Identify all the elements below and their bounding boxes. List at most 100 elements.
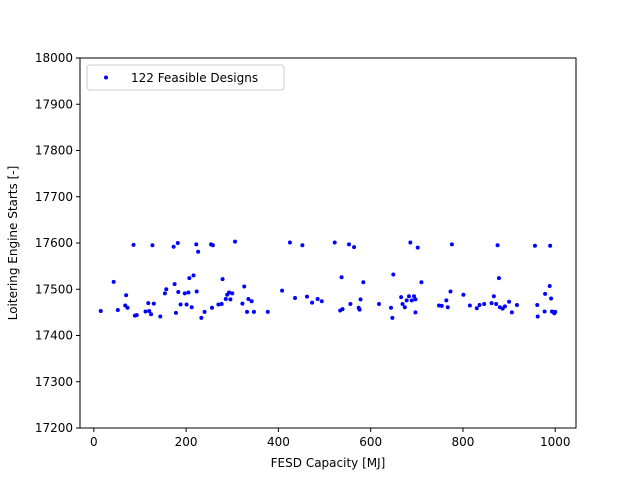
- data-point: [402, 305, 407, 310]
- y-tick-label: 17700: [35, 190, 73, 204]
- x-axis-ticks: 0 200 400 600 800 1000: [90, 428, 571, 449]
- data-point: [194, 289, 199, 294]
- data-point: [178, 302, 183, 307]
- data-point: [125, 305, 130, 310]
- data-point: [172, 282, 177, 287]
- data-point: [461, 292, 466, 297]
- data-point: [502, 304, 507, 309]
- data-point: [509, 310, 514, 315]
- data-point: [287, 240, 292, 245]
- x-tick-label: 0: [90, 435, 98, 449]
- y-tick-label: 17500: [35, 282, 73, 296]
- data-point: [535, 314, 540, 319]
- data-point: [216, 302, 221, 307]
- data-point: [376, 302, 381, 307]
- data-point: [210, 243, 215, 248]
- data-point: [219, 302, 224, 307]
- data-point: [300, 243, 305, 248]
- data-point: [305, 294, 310, 299]
- data-point: [547, 284, 552, 289]
- data-point: [548, 243, 553, 248]
- data-point: [467, 303, 472, 308]
- data-point: [310, 300, 315, 305]
- data-point: [184, 302, 189, 307]
- data-point: [412, 294, 417, 299]
- y-tick-label: 17400: [35, 329, 73, 343]
- data-point: [227, 290, 232, 295]
- data-point: [209, 305, 214, 310]
- y-tick-label: 17600: [35, 236, 73, 250]
- data-point: [111, 279, 116, 284]
- data-point: [150, 243, 155, 248]
- data-point: [444, 298, 449, 303]
- data-point: [339, 275, 344, 280]
- data-point: [251, 309, 256, 314]
- data-point: [507, 299, 512, 304]
- data-point: [553, 309, 558, 314]
- data-point: [514, 302, 519, 307]
- data-point: [124, 293, 129, 298]
- data-point: [439, 303, 444, 308]
- data-point: [149, 312, 154, 317]
- legend-marker: [104, 75, 108, 80]
- data-point: [408, 240, 413, 245]
- data-point: [315, 296, 320, 301]
- plot-frame: [79, 57, 577, 429]
- data-point: [196, 249, 201, 254]
- data-point: [164, 287, 169, 292]
- y-tick-label: 17300: [35, 375, 73, 389]
- data-point: [482, 302, 487, 307]
- data-point: [171, 244, 176, 249]
- data-point: [187, 276, 192, 281]
- data-point: [293, 296, 298, 301]
- data-point: [223, 296, 228, 301]
- data-point: [419, 280, 424, 285]
- data-point: [245, 309, 250, 314]
- data-point: [98, 308, 103, 313]
- data-point: [134, 313, 139, 318]
- data-point: [494, 302, 499, 307]
- data-point: [399, 295, 404, 300]
- data-point: [543, 291, 548, 296]
- data-point: [400, 302, 405, 307]
- data-point: [549, 296, 554, 301]
- data-point: [151, 301, 156, 306]
- data-point: [409, 298, 414, 303]
- x-tick-label: 1000: [540, 435, 571, 449]
- data-point: [448, 289, 453, 294]
- legend-label: 122 Feasible Designs: [131, 71, 258, 85]
- data-point: [535, 302, 540, 307]
- data-point: [532, 243, 537, 248]
- data-point: [191, 273, 196, 278]
- x-tick-label: 800: [452, 435, 475, 449]
- y-axis-ticks: 17200 17300 17400 17500 17600 17700 17800 17900…: [35, 51, 80, 435]
- data-point: [358, 297, 363, 302]
- legend: 122 Feasible Designs: [86, 64, 285, 91]
- y-tick-label: 17900: [35, 97, 73, 111]
- data-points: [98, 239, 558, 320]
- data-point: [115, 308, 120, 313]
- data-point: [319, 299, 324, 304]
- data-point: [240, 301, 245, 306]
- data-point: [158, 314, 163, 319]
- x-tick-label: 400: [267, 435, 290, 449]
- data-point: [445, 305, 450, 310]
- data-point: [228, 297, 233, 302]
- data-point: [346, 242, 351, 247]
- data-point: [477, 302, 482, 307]
- data-point: [182, 291, 187, 296]
- data-point: [340, 307, 345, 312]
- y-tick-label: 18000: [35, 51, 73, 65]
- data-point: [348, 302, 353, 307]
- data-point: [176, 290, 181, 295]
- y-axis-label: Loitering Engine Starts [-]: [6, 166, 20, 321]
- data-point: [491, 294, 496, 299]
- data-point: [186, 290, 191, 295]
- data-point: [199, 315, 204, 320]
- x-tick-label: 600: [359, 435, 382, 449]
- x-tick-label: 200: [175, 435, 198, 449]
- data-point: [146, 301, 151, 306]
- data-point: [175, 241, 180, 245]
- data-point: [495, 243, 500, 248]
- data-point: [194, 242, 199, 247]
